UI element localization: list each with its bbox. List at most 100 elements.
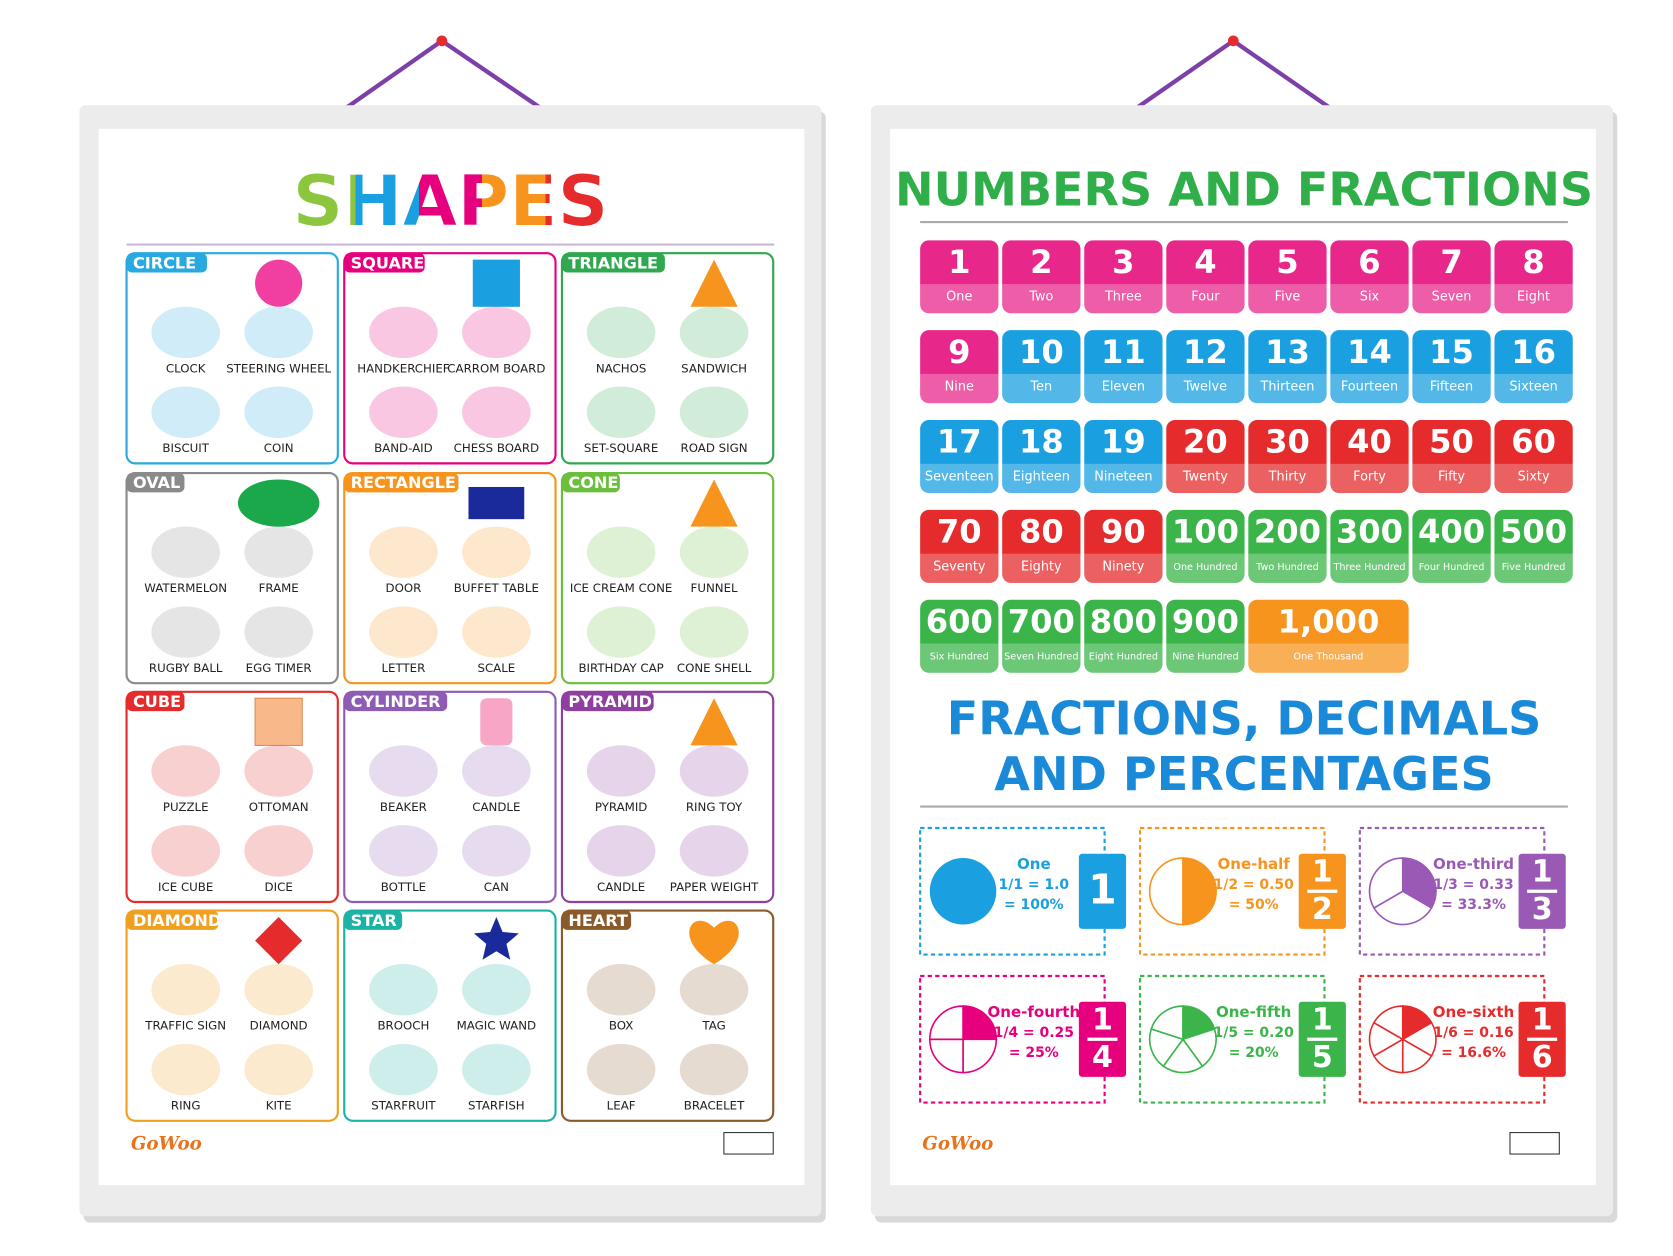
item-label: OTTOMAN <box>249 800 309 814</box>
cell-tab <box>126 473 185 493</box>
number-tile-base <box>920 284 999 314</box>
number-tile <box>1166 240 1245 314</box>
number-tile-base <box>1330 553 1409 583</box>
fractions-title: AND PERCENTAGES <box>994 747 1493 801</box>
number-word: Nine Hundred <box>1172 652 1238 663</box>
number-word: Eight <box>1517 290 1550 305</box>
numeral: 10 <box>1019 333 1064 371</box>
pie-slice <box>962 1038 998 1074</box>
shape-cell <box>125 252 339 465</box>
shape-cell <box>560 252 775 465</box>
number-word: Two Hundred <box>1255 562 1319 573</box>
item-picture <box>151 825 221 877</box>
item-picture <box>369 745 438 797</box>
numerator: 1 <box>1312 1003 1333 1038</box>
item-label: TAG <box>701 1019 725 1033</box>
cell-label: HEART <box>568 911 628 930</box>
item-picture <box>369 1043 438 1096</box>
cell-label: CYLINDER <box>351 692 441 711</box>
shape-cell <box>125 909 339 1122</box>
number-tile <box>1166 509 1245 583</box>
number-tile <box>1412 420 1491 493</box>
pie-slice <box>928 1005 964 1041</box>
numeral: 6 <box>1358 243 1380 281</box>
number-tile-base <box>1330 373 1409 404</box>
pie-slice <box>928 1038 964 1074</box>
number-tile-base <box>1002 284 1081 314</box>
item-picture <box>151 963 221 1016</box>
numeral: 800 <box>1090 602 1157 640</box>
number-tile <box>1002 330 1081 404</box>
item-label: MAGIC WAND <box>457 1019 537 1033</box>
cell-tab <box>344 910 403 930</box>
item-picture <box>462 745 531 797</box>
numeral: 90 <box>1101 513 1146 551</box>
numeral: 16 <box>1511 333 1556 371</box>
shape-cell <box>343 909 557 1122</box>
number-tile <box>1084 420 1163 493</box>
item-picture <box>679 963 749 1016</box>
number-word: Seventeen <box>925 469 994 484</box>
number-word: Fifteen <box>1430 380 1473 395</box>
numeral: 15 <box>1429 333 1474 371</box>
cell-tab <box>561 910 632 930</box>
item-picture <box>151 526 221 578</box>
item-label: CAN <box>484 880 509 894</box>
number-tile <box>920 330 999 404</box>
item-label: CANDLE <box>472 800 520 814</box>
numeral: 400 <box>1418 513 1485 551</box>
number-word: Two <box>1028 290 1053 305</box>
item-picture <box>369 963 438 1016</box>
number-word: One Thousand <box>1294 652 1364 663</box>
number-tile <box>1248 330 1327 404</box>
barcode <box>723 1132 1560 1155</box>
cell-label: DIAMOND <box>133 911 221 930</box>
number-tile-base <box>1002 643 1081 673</box>
item-label: STARFRUIT <box>371 1099 436 1113</box>
numeral: 19 <box>1101 423 1146 461</box>
cell-label: CONE <box>568 473 618 492</box>
item-picture <box>679 745 749 797</box>
item-label: FUNNEL <box>691 581 738 595</box>
shape-cell <box>560 690 775 904</box>
cell-label: RECTANGLE <box>351 473 456 492</box>
denominator: 2 <box>1312 892 1333 927</box>
item-label: BOX <box>609 1019 633 1033</box>
numeral: 20 <box>1183 423 1228 461</box>
item-picture <box>679 825 749 877</box>
item-picture <box>151 386 221 438</box>
pie-slice <box>1148 857 1184 926</box>
pie-slice <box>1372 890 1433 926</box>
item-label: WATERMELON <box>144 581 227 595</box>
number-word: Seven Hundred <box>1004 652 1078 663</box>
shape-icon <box>690 259 738 307</box>
number-tile-base <box>1248 284 1327 314</box>
number-tile <box>1002 240 1081 314</box>
numeral: 600 <box>926 602 993 640</box>
number-word: Thirteen <box>1260 380 1315 395</box>
fraction-name: One <box>1017 855 1051 873</box>
logo: GoWoo <box>131 1133 202 1154</box>
number-tile <box>1494 330 1573 404</box>
item-label: BEAKER <box>380 800 427 814</box>
number-tile <box>1002 599 1081 673</box>
fraction-equation: 1/4 = 0.25 <box>994 1025 1074 1041</box>
item-picture <box>586 606 656 658</box>
item-label: ICE CREAM CONE <box>570 581 672 595</box>
cell-label: TRIANGLE <box>568 253 658 272</box>
item-picture <box>462 1043 531 1096</box>
item-picture <box>244 606 313 658</box>
shape-cell <box>560 471 775 685</box>
item-label: RING <box>171 1099 201 1113</box>
number-tile <box>1002 420 1081 493</box>
cell-tab <box>126 253 207 273</box>
item-label: PUZZLE <box>163 800 209 814</box>
cell-label: PYRAMID <box>568 692 652 711</box>
number-word: Seven <box>1432 290 1472 305</box>
numeral: 5 <box>1276 243 1298 281</box>
numeral: 2 <box>1030 243 1052 281</box>
number-tile <box>1084 509 1163 583</box>
numeral: 9 <box>948 333 970 371</box>
number-tile <box>1084 599 1163 673</box>
